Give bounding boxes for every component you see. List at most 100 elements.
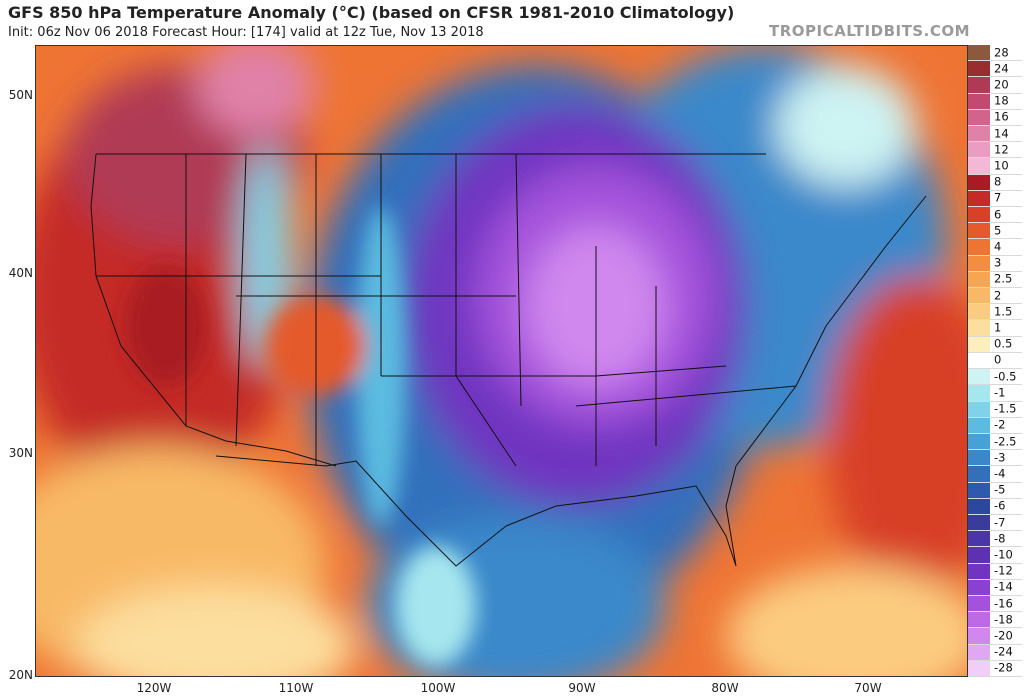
legend-swatch [968,369,990,385]
legend-label: 0.5 [994,336,1013,351]
lon-label-110w: 110W [278,681,314,695]
legend-entry: -7 [968,514,1022,532]
legend-label: 10 [994,158,1009,173]
legend-label: -6 [994,498,1006,513]
legend-entry: 1.5 [968,304,1022,321]
lon-label-100w: 100W [420,681,456,695]
legend-swatch [968,126,990,142]
legend-entry: -8 [968,530,1022,548]
legend-label: 1 [994,320,1002,335]
legend-swatch [968,644,990,660]
legend-entry: 2.5 [968,271,1022,289]
legend-label: 8 [994,174,1002,189]
legend-swatch [968,142,990,158]
legend-label: -16 [994,595,1013,610]
lon-label-120w: 120W [136,681,172,695]
legend-entry: 18 [968,93,1022,110]
legend-label: -10 [994,547,1013,562]
legend-label: -7 [994,514,1006,529]
legend-entry: 4 [968,239,1022,256]
legend-entry: -2 [968,417,1022,434]
legend-swatch [968,385,990,401]
legend-label: 16 [994,109,1009,124]
lat-label-40n: 40N [8,266,33,280]
legend-label: -1 [994,385,1006,400]
legend-entry: 28 [968,45,1022,62]
legend-swatch [968,336,990,352]
legend-entry: -0.5 [968,368,1022,386]
site-watermark[interactable]: TROPICALTIDBITS.COM [769,22,970,40]
legend-entry: -1 [968,385,1022,402]
legend-swatch [968,482,990,498]
legend-swatch [968,190,990,207]
legend-entry: -12 [968,563,1022,580]
lon-label-90w: 90W [568,681,596,695]
legend-label: 6 [994,206,1002,221]
lat-label-20n: 20N [8,668,33,682]
legend-entry: 20 [968,77,1022,94]
legend-label: -12 [994,563,1013,578]
legend-entry: 12 [968,142,1022,159]
legend-label: -20 [994,628,1013,643]
color-legend: 28 24 20 18 16 14 12 10 8 7 6 5 4 3 2.5 2 1.5 1 0.5 0 -0.5 -1… [968,45,1022,677]
legend-swatch [968,271,990,288]
legend-swatch [968,660,990,676]
legend-label: 12 [994,142,1009,157]
legend-swatch [968,612,990,628]
legend-swatch [968,239,990,255]
legend-swatch [968,255,990,271]
legend-swatch [968,223,990,239]
legend-entry: 24 [968,61,1022,78]
legend-entry: 3 [968,255,1022,272]
map-title: GFS 850 hPa Temperature Anomaly (°C) (ba… [8,3,735,22]
legend-swatch [968,417,990,433]
legend-entry: -24 [968,644,1022,661]
legend-entry: -20 [968,628,1022,645]
legend-swatch [968,628,990,644]
lat-label-30n: 30N [8,446,33,460]
legend-swatch [968,579,990,595]
legend-swatch [968,77,990,93]
lat-label-50n: 50N [8,88,33,102]
legend-label: 3 [994,255,1002,270]
legend-swatch [968,595,990,612]
legend-label: 2 [994,287,1002,302]
legend-label: -2.5 [994,433,1017,448]
legend-swatch [968,498,990,514]
legend-entry: -2.5 [968,433,1022,451]
legend-label: -1.5 [994,401,1017,416]
legend-entry: 14 [968,125,1022,143]
legend-swatch [968,61,990,77]
boundary-lines [90,153,927,567]
legend-label: -24 [994,644,1013,659]
legend-swatch [968,466,990,482]
legend-swatch [968,174,990,190]
legend-label: 14 [994,125,1009,140]
legend-label: 18 [994,93,1009,108]
legend-swatch [968,109,990,126]
legend-entry: 1 [968,320,1022,337]
legend-label: 0 [994,352,1002,367]
legend-entry: 6 [968,206,1022,224]
legend-entry: -16 [968,595,1022,613]
legend-swatch [968,320,990,336]
legend-entry: 5 [968,223,1022,240]
map-canvas [36,46,967,676]
legend-label: 20 [994,77,1009,92]
legend-swatch [968,207,990,223]
legend-swatch [968,547,990,563]
legend-entry: 10 [968,158,1022,175]
legend-swatch [968,433,990,450]
legend-swatch [968,93,990,109]
legend-label: -28 [994,660,1013,675]
legend-entry: -1.5 [968,401,1022,418]
legend-label: -14 [994,579,1013,594]
lon-label-70w: 70W [854,681,882,695]
legend-entry: -4 [968,466,1022,483]
legend-entry: -3 [968,450,1022,467]
legend-label: 5 [994,223,1002,238]
legend-entry: -6 [968,498,1022,515]
legend-label: -8 [994,530,1006,545]
legend-label: -0.5 [994,368,1017,383]
legend-label: -18 [994,612,1013,627]
